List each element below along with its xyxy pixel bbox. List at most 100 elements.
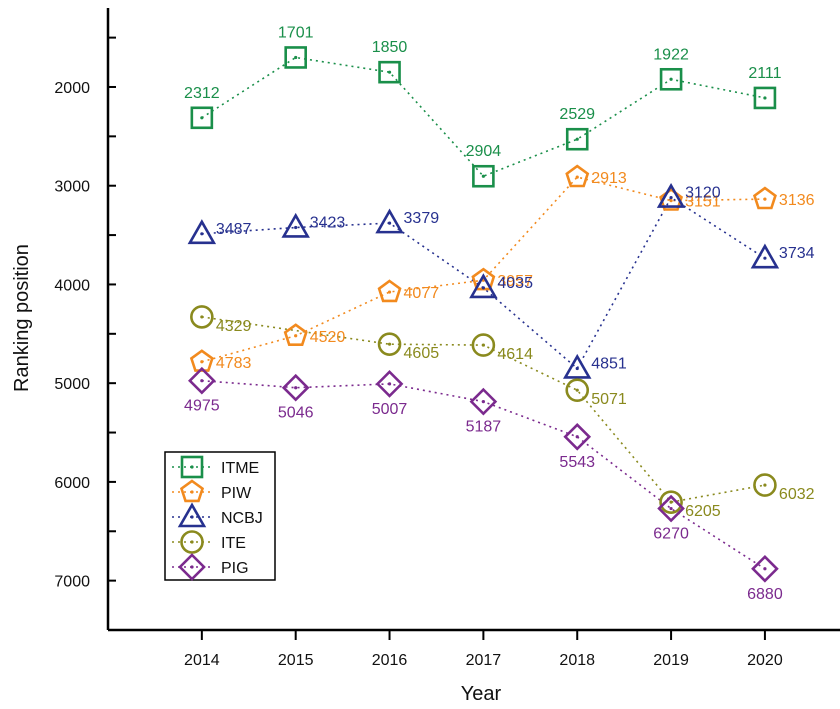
marker-center-dot (481, 400, 485, 404)
marker-shape (179, 479, 205, 503)
marker-center-dot (387, 290, 392, 294)
data-label-ite: 6205 (685, 503, 721, 520)
data-label-itme: 1701 (278, 24, 314, 41)
marker-center-dot (763, 256, 767, 260)
data-point-itme (190, 106, 214, 130)
data-label-piw: 4783 (216, 355, 252, 372)
data-point-pig (469, 387, 498, 416)
data-label-pig: 6270 (653, 526, 689, 543)
marker-center-dot (575, 137, 579, 141)
data-point-ite (471, 333, 496, 357)
legend-label: ITE (221, 535, 246, 552)
legend-marker-piw (179, 479, 205, 503)
marker-center-dot (481, 174, 485, 178)
y-tick-label: 7000 (54, 574, 90, 591)
series-line-ncbj (201, 196, 766, 370)
data-point-piw (283, 323, 308, 347)
data-label-itme: 2111 (748, 65, 781, 82)
data-label-piw: 2913 (591, 170, 627, 187)
marker-center-dot (763, 197, 767, 201)
marker-center-dot (669, 199, 673, 203)
x-axis-title: Year (461, 683, 502, 705)
marker-shape (659, 490, 683, 514)
data-labels: 2312 1701 1850 2904 2529 1922 2111 4783 4520 4077… (184, 24, 815, 602)
marker-shape (656, 182, 686, 208)
marker-shape (178, 553, 206, 581)
data-point-ncbj (469, 273, 498, 299)
marker-shape (281, 212, 310, 238)
marker-center-dot (387, 221, 392, 225)
data-label-ncbj: 3423 (310, 214, 346, 231)
y-tick-label: 3000 (54, 179, 90, 196)
marker-shape (657, 494, 685, 523)
marker-shape (378, 60, 401, 84)
marker-center-dot (763, 483, 767, 487)
data-point-pig (657, 494, 685, 523)
data-point-pig (375, 370, 404, 398)
marker-center-dot (763, 567, 767, 571)
marker-center-dot (200, 315, 204, 319)
y-tick-label: 2000 (54, 80, 90, 97)
marker-shape (281, 373, 310, 402)
marker-center-dot (190, 540, 194, 544)
data-point-pig (751, 554, 779, 583)
data-label-ncbj: 3379 (404, 210, 440, 227)
data-point-ite (659, 490, 683, 514)
marker-center-dot (575, 175, 579, 179)
data-point-piw (189, 349, 214, 372)
x-tick-label: 2020 (747, 652, 783, 669)
marker-shape (659, 67, 683, 91)
marker-center-dot (200, 379, 204, 383)
legend-marker-ncbj (177, 502, 207, 528)
legend-label: PIG (221, 560, 249, 577)
data-label-ite: 4329 (216, 318, 252, 335)
data-label-ncbj: 3487 (216, 221, 252, 238)
data-point-pig (563, 422, 592, 451)
marker-center-dot (763, 96, 767, 100)
data-label-piw: 4077 (404, 285, 440, 302)
legend-marker-ite (180, 530, 204, 554)
marker-shape (284, 46, 307, 69)
data-label-itme: 1850 (372, 39, 408, 56)
marker-center-dot (200, 360, 204, 364)
marker-shape (752, 186, 777, 210)
marker-center-dot (575, 388, 579, 392)
marker-shape (753, 86, 777, 110)
marker-center-dot (481, 286, 485, 290)
y-tick-label: 5000 (54, 376, 90, 393)
marker-shape (565, 378, 590, 402)
x-tick-label: 2015 (278, 652, 314, 669)
marker-shape (190, 106, 214, 130)
marker-shape (177, 502, 207, 528)
data-label-piw: 3151 (685, 194, 721, 211)
data-point-itme (472, 164, 495, 188)
data-point-ncbj (750, 243, 780, 269)
marker-shape (469, 387, 498, 416)
marker-shape (753, 473, 777, 497)
data-label-pig: 4975 (184, 398, 220, 415)
data-point-piw (752, 186, 777, 210)
data-point-piw (565, 164, 590, 188)
data-point-piw (659, 187, 684, 211)
data-label-itme: 2529 (559, 106, 595, 123)
legend-label: NCBJ (221, 510, 263, 527)
data-point-ncbj (562, 353, 592, 379)
data-label-pig: 6880 (747, 586, 783, 603)
marker-shape (377, 332, 402, 356)
series-markers (187, 46, 780, 583)
marker-shape (190, 305, 214, 329)
marker-center-dot (387, 342, 392, 346)
marker-center-dot (387, 382, 392, 386)
data-point-itme (284, 46, 307, 69)
data-label-ncbj: 3734 (779, 245, 815, 262)
data-point-ite (190, 305, 214, 329)
data-label-ite: 5071 (591, 391, 627, 408)
data-point-pig (188, 366, 216, 395)
x-tick-label: 2019 (653, 652, 689, 669)
data-label-itme: 1922 (653, 46, 689, 63)
marker-center-dot (190, 490, 194, 494)
marker-center-dot (190, 565, 194, 569)
marker-center-dot (294, 55, 298, 60)
marker-center-dot (669, 500, 673, 504)
legend-label: ITME (221, 460, 259, 477)
